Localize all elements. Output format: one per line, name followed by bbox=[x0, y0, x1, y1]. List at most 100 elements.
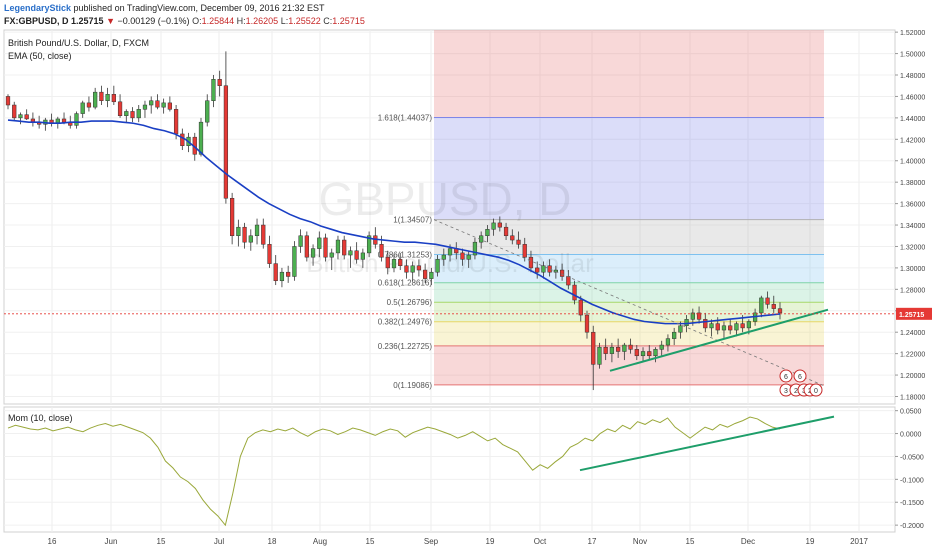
published-text: published on TradingView.com, December 0… bbox=[73, 3, 325, 13]
candle-body bbox=[155, 100, 160, 108]
candle-body bbox=[503, 226, 509, 237]
candle-body bbox=[572, 284, 577, 301]
candle-body bbox=[771, 304, 776, 309]
y-tick-label: 1.20000 bbox=[900, 373, 925, 380]
y-tick-label: 1.50000 bbox=[900, 52, 925, 59]
ohlc-high-value: 1.26205 bbox=[245, 16, 279, 26]
candle-body bbox=[391, 259, 397, 269]
candle-body bbox=[223, 85, 229, 199]
momentum-pane-title: Mom (10, close) bbox=[8, 413, 73, 423]
price-pane-title: British Pound/U.S. Dollar, D, FXCM bbox=[8, 38, 149, 48]
candle-body bbox=[335, 239, 341, 254]
x-tick-label: 17 bbox=[588, 537, 597, 546]
event-marker-label: 6 bbox=[784, 374, 788, 381]
y-tick-label: 1.52000 bbox=[900, 30, 925, 37]
x-tick-label: Dec bbox=[741, 537, 755, 546]
candle-body bbox=[578, 299, 583, 316]
axes: 16 Jun 15 Jul 18 Aug 15 Sep 19 Oct 17 Nov 15 Dec 19 201… bbox=[48, 30, 932, 546]
candle-body bbox=[734, 323, 739, 331]
candle-body bbox=[61, 118, 67, 123]
fib-level-label: 1(1.34507) bbox=[393, 216, 432, 225]
candle-body bbox=[597, 346, 602, 365]
candle-body bbox=[254, 224, 260, 237]
ohlc-high-label: H: bbox=[236, 16, 246, 26]
candle-body bbox=[528, 256, 534, 269]
price-pane[interactable]: 1.618(1.44037) 1(1.34507) 0.786(1.31253) 0.… bbox=[3, 29, 896, 405]
fib-band bbox=[434, 302, 824, 322]
candle-body bbox=[24, 114, 29, 120]
candle-body bbox=[721, 325, 727, 331]
candle-body bbox=[99, 91, 104, 101]
ohlc-open-label: O: bbox=[192, 16, 202, 26]
candle-body bbox=[267, 244, 272, 264]
x-tick-label: 19 bbox=[486, 537, 495, 546]
last-price-tag bbox=[896, 307, 932, 320]
candle-body bbox=[354, 250, 359, 260]
ohlc-close-value: 1.25715 bbox=[332, 16, 365, 26]
momentum-pane-frame bbox=[3, 406, 896, 533]
author-link[interactable]: LegendaryStick bbox=[4, 3, 72, 13]
event-marker-icon bbox=[809, 383, 823, 397]
candle-body bbox=[198, 121, 204, 155]
candle-body bbox=[522, 244, 527, 258]
candle-body bbox=[323, 237, 328, 258]
candle-body bbox=[659, 344, 664, 350]
candle-body bbox=[553, 269, 558, 273]
x-tick-label: Jul bbox=[214, 537, 224, 546]
fib-guide-line bbox=[433, 219, 825, 387]
y-tick-label: 1.32000 bbox=[900, 244, 925, 251]
y-tick-label: 1.48000 bbox=[900, 73, 925, 80]
candle-body bbox=[261, 224, 266, 245]
y-tick-label: 1.38000 bbox=[900, 180, 925, 187]
candle-body bbox=[317, 237, 322, 249]
candle-body bbox=[429, 271, 434, 279]
candle-body bbox=[248, 235, 253, 243]
momentum-pane[interactable]: Mom (10, close) bbox=[3, 406, 896, 533]
candle-body bbox=[715, 323, 720, 331]
candle-body bbox=[696, 312, 702, 320]
event-marker-icon bbox=[793, 369, 807, 383]
fib-band bbox=[434, 254, 824, 283]
candle-body bbox=[765, 297, 770, 305]
candle-body bbox=[124, 111, 129, 116]
candle-body bbox=[441, 254, 446, 260]
fib-level-label: 0.618(1.28616) bbox=[378, 279, 433, 288]
fib-level-label: 0.786(1.31253) bbox=[378, 250, 433, 259]
momentum-y-tick-label: -0.1000 bbox=[900, 477, 924, 484]
x-tick-label: 2017 bbox=[850, 537, 868, 546]
fib-band bbox=[434, 321, 824, 346]
candle-body bbox=[746, 321, 751, 329]
x-tick-label: Jun bbox=[105, 537, 118, 546]
candle-body bbox=[12, 104, 17, 119]
candle-body bbox=[149, 100, 154, 106]
y-tick-label: 1.34000 bbox=[900, 223, 925, 230]
ema-line bbox=[7, 119, 781, 325]
momentum-y-tick-label: -0.2000 bbox=[900, 523, 924, 530]
candle-body bbox=[360, 252, 365, 260]
candle-body bbox=[416, 265, 422, 271]
candle-body bbox=[709, 323, 714, 329]
candle-body bbox=[242, 226, 247, 243]
candle-body bbox=[466, 254, 471, 260]
y-tick-label: 1.24000 bbox=[900, 330, 925, 337]
candle-body bbox=[404, 265, 409, 273]
x-tick-label: 18 bbox=[268, 537, 277, 546]
candle-body bbox=[609, 346, 615, 354]
x-tick-label: 15 bbox=[686, 537, 695, 546]
candle-body bbox=[703, 319, 708, 329]
candle-body bbox=[117, 101, 123, 116]
ohlc-open-value: 1.25844 bbox=[201, 16, 235, 26]
x-tick-label: Nov bbox=[633, 537, 647, 546]
x-tick-label: 15 bbox=[366, 537, 375, 546]
ema-legend-label: EMA (50, close) bbox=[8, 51, 72, 61]
candle-body bbox=[105, 94, 110, 101]
candle-body bbox=[236, 226, 241, 237]
candle-body bbox=[329, 252, 334, 258]
ohlc-close-label: C: bbox=[323, 16, 333, 26]
candle-body bbox=[728, 325, 733, 331]
candle-body bbox=[273, 263, 278, 282]
candle-body bbox=[304, 235, 309, 258]
fib-level-label: 1.618(1.44037) bbox=[378, 113, 433, 122]
candle-body bbox=[180, 133, 185, 146]
